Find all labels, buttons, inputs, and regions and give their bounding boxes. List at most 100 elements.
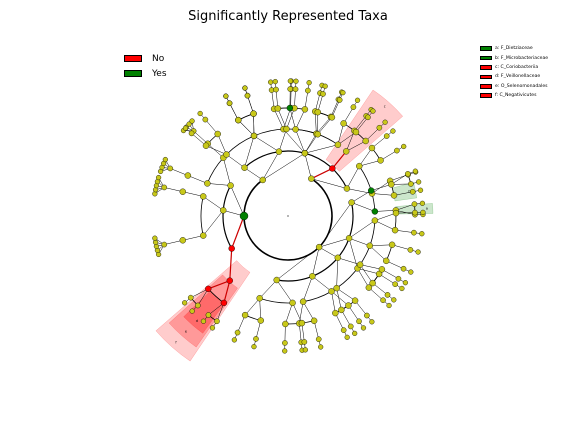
taxon-node <box>344 334 350 340</box>
taxon-node <box>419 231 425 237</box>
tree-edge <box>317 117 333 135</box>
taxon-node <box>369 319 375 325</box>
taxon-node <box>223 93 229 99</box>
taxon-node <box>412 209 418 216</box>
clade-shade-e <box>168 274 238 348</box>
tree-edge <box>346 165 360 189</box>
tree-edge <box>374 220 396 231</box>
taxon-node <box>293 78 299 84</box>
taxon-node <box>241 311 249 319</box>
taxon-node <box>377 157 384 164</box>
taxon-node <box>179 237 186 244</box>
tree-edge <box>207 143 224 158</box>
tree-edge <box>302 276 313 302</box>
taxon-node <box>241 164 248 171</box>
tree-edge <box>337 123 344 145</box>
taxon-node <box>332 309 339 317</box>
taxon-node <box>415 249 421 255</box>
tree-edge <box>319 237 350 248</box>
taxon-node <box>202 116 209 123</box>
tree-edge <box>244 167 263 181</box>
taxon-node <box>369 279 376 287</box>
tree-edge <box>230 185 245 217</box>
root-node <box>287 215 289 217</box>
tree-edge <box>217 133 227 155</box>
tree-edge <box>348 238 358 269</box>
taxon-node-c <box>329 165 336 172</box>
taxon-node <box>179 188 186 195</box>
tree-edge <box>277 108 287 130</box>
taxon-node <box>334 141 342 148</box>
tree-edge <box>253 135 280 152</box>
taxon-node-e <box>226 277 233 284</box>
taxon-node <box>380 297 386 304</box>
taxon-node <box>187 294 194 301</box>
taxon-node <box>182 300 188 306</box>
taxon-node <box>395 275 402 282</box>
taxon-node <box>253 336 259 342</box>
legend-label-yes: Yes <box>152 68 167 79</box>
tree-edge <box>311 167 333 180</box>
taxon-node <box>200 318 207 324</box>
taxon-node <box>375 270 383 278</box>
taxon-node <box>282 320 289 328</box>
tree-edge <box>372 193 395 196</box>
tree-edge <box>395 210 416 215</box>
taxon-node <box>400 265 407 272</box>
tree-edge <box>182 235 204 241</box>
taxon-node <box>256 295 263 302</box>
taxa-legend-item: c: C_Coriobacteriia <box>480 63 548 72</box>
tree-edge <box>304 134 318 154</box>
rank-arc <box>243 178 333 261</box>
taxon-node <box>214 130 221 138</box>
taxon-node <box>287 86 294 92</box>
taxon-node <box>231 337 237 343</box>
tree-edge <box>348 220 376 239</box>
tree-edge <box>312 276 332 292</box>
tree-edge <box>207 183 231 186</box>
taxon-node <box>356 318 362 325</box>
taxon-node <box>235 116 242 124</box>
taxon-node <box>328 288 335 295</box>
taxon-node <box>272 78 278 85</box>
taxon-node <box>274 105 282 112</box>
tree-edge <box>351 202 375 212</box>
taxon-node <box>292 86 299 93</box>
tree-edge <box>244 135 255 168</box>
taxon-node <box>336 97 343 103</box>
tree-edge <box>286 108 295 130</box>
taxon-node <box>368 144 376 152</box>
tree-edge <box>203 196 224 211</box>
tree-edge <box>276 279 293 304</box>
taxon-node <box>301 106 309 113</box>
taxon-node <box>333 284 340 292</box>
clade-label-b: b <box>408 189 411 193</box>
taxon-node <box>182 125 189 131</box>
rank-arc <box>276 202 354 282</box>
taxon-node <box>334 254 341 261</box>
taxa-legend-item: b: F_Microbacteriaceae <box>480 53 548 62</box>
taxon-node <box>350 104 357 110</box>
taxon-node <box>322 83 328 89</box>
tree-edge <box>316 116 332 134</box>
tree-edge <box>203 210 224 236</box>
taxon-node <box>223 151 230 158</box>
taxon-node <box>301 150 309 157</box>
tree-edge <box>312 247 320 277</box>
taxon-node <box>209 325 216 331</box>
tree-edge <box>314 111 317 134</box>
taxon-node <box>287 78 293 84</box>
tree-edge <box>278 128 287 152</box>
clade-highlights <box>155 89 434 362</box>
taxon-node <box>351 297 359 304</box>
legend-swatch-no <box>124 55 142 62</box>
tree-edge <box>283 128 306 154</box>
clade-label-a: a <box>426 207 428 211</box>
taxon-node <box>360 325 367 331</box>
taxon-node <box>416 179 422 185</box>
taxa-legend-swatch <box>480 65 492 70</box>
taxon-node <box>390 128 396 134</box>
taxa-legend-swatch <box>480 93 492 98</box>
tree-edge <box>238 119 255 137</box>
tree-edge <box>283 107 291 130</box>
